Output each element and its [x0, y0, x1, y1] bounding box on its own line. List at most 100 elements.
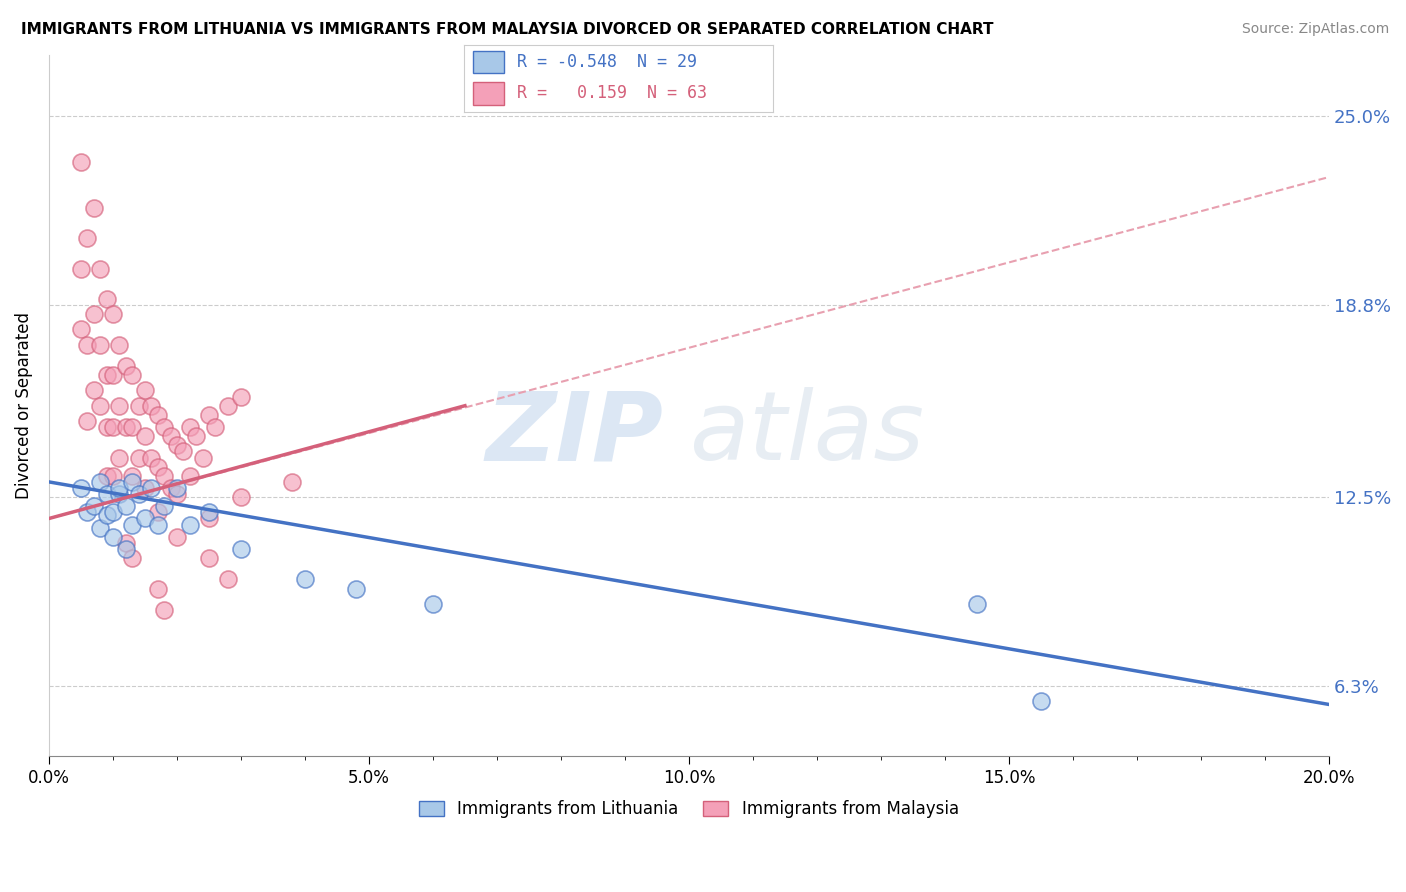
Point [966, 597, 988, 611]
Point [128, 450, 150, 465]
Point [191, 450, 214, 465]
Point [76, 231, 98, 245]
Point [96, 368, 118, 383]
Point [108, 337, 131, 351]
Point [344, 582, 367, 596]
Point [146, 408, 169, 422]
Point [179, 517, 201, 532]
Point [76, 414, 98, 428]
Point [114, 500, 136, 514]
Point [83, 201, 105, 215]
Point [108, 399, 131, 413]
Point [83, 384, 105, 398]
Point [96, 420, 118, 434]
Point [422, 597, 444, 611]
Point [179, 468, 201, 483]
Point [96, 487, 118, 501]
Point [229, 390, 252, 404]
Point [96, 508, 118, 523]
Point [198, 505, 221, 519]
Point [166, 481, 188, 495]
Text: R = -0.548  N = 29: R = -0.548 N = 29 [516, 53, 696, 71]
Point [134, 384, 156, 398]
Y-axis label: Divorced or Separated: Divorced or Separated [15, 312, 32, 500]
Point [128, 487, 150, 501]
Point [121, 475, 143, 489]
Point [134, 511, 156, 525]
Point [146, 582, 169, 596]
Point [121, 420, 143, 434]
Point [198, 551, 221, 566]
Point [121, 368, 143, 383]
Text: R =   0.159  N = 63: R = 0.159 N = 63 [516, 85, 707, 103]
Point [166, 438, 188, 452]
Point [186, 429, 208, 443]
Point [229, 541, 252, 556]
Point [121, 551, 143, 566]
Point [153, 500, 176, 514]
Point [89, 399, 111, 413]
Point [172, 444, 194, 458]
Bar [474, 82, 505, 104]
Point [294, 573, 316, 587]
Point [70, 154, 93, 169]
Point [89, 521, 111, 535]
Point [166, 487, 188, 501]
Point [108, 481, 131, 495]
Point [114, 359, 136, 373]
Point [217, 399, 239, 413]
Point [108, 450, 131, 465]
Point [101, 368, 124, 383]
Point [70, 481, 93, 495]
Point [159, 429, 181, 443]
Point [83, 500, 105, 514]
Point [114, 420, 136, 434]
Point [134, 481, 156, 495]
Point [121, 517, 143, 532]
Point [159, 481, 181, 495]
Point [114, 536, 136, 550]
Point [217, 573, 239, 587]
Point [70, 322, 93, 336]
Point [146, 517, 169, 532]
Point [1029, 694, 1052, 708]
Point [101, 468, 124, 483]
Point [101, 505, 124, 519]
Point [101, 420, 124, 434]
Point [281, 475, 304, 489]
Point [96, 292, 118, 306]
Point [101, 530, 124, 544]
Text: ZIP: ZIP [485, 387, 664, 480]
Point [166, 530, 188, 544]
Point [76, 337, 98, 351]
Text: atlas: atlas [689, 387, 924, 480]
Point [108, 487, 131, 501]
Point [146, 505, 169, 519]
Point [89, 261, 111, 276]
Text: Source: ZipAtlas.com: Source: ZipAtlas.com [1241, 22, 1389, 37]
Point [141, 450, 163, 465]
Point [89, 337, 111, 351]
Point [153, 603, 176, 617]
Text: IMMIGRANTS FROM LITHUANIA VS IMMIGRANTS FROM MALAYSIA DIVORCED OR SEPARATED CORR: IMMIGRANTS FROM LITHUANIA VS IMMIGRANTS … [21, 22, 994, 37]
Point [76, 505, 98, 519]
Point [141, 399, 163, 413]
Point [89, 475, 111, 489]
Point [128, 399, 150, 413]
Point [83, 307, 105, 321]
Point [198, 408, 221, 422]
Point [179, 420, 201, 434]
Point [198, 511, 221, 525]
Bar [474, 51, 505, 73]
Point [101, 307, 124, 321]
Point [153, 468, 176, 483]
Point [114, 541, 136, 556]
Point [70, 261, 93, 276]
Point [229, 490, 252, 504]
Point [146, 459, 169, 474]
Point [204, 420, 226, 434]
Point [141, 481, 163, 495]
Legend: Immigrants from Lithuania, Immigrants from Malaysia: Immigrants from Lithuania, Immigrants fr… [412, 794, 966, 825]
Point [121, 468, 143, 483]
Point [96, 468, 118, 483]
